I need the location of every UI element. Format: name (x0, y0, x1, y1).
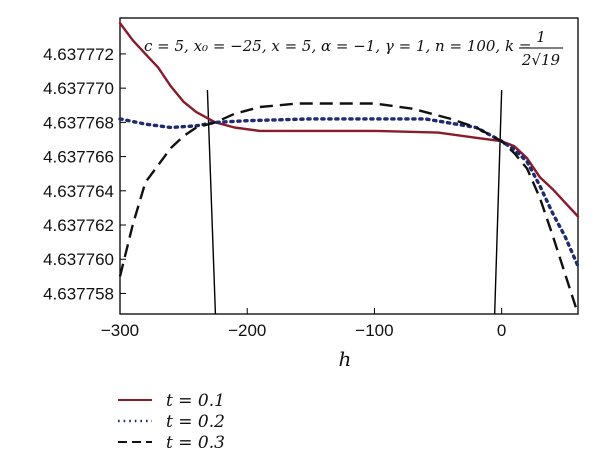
series-lines (118, 21, 580, 315)
y-tick-label: 4.637768 (43, 113, 114, 132)
x-axis: −300 −200 −100 0 (101, 308, 506, 340)
legend-label: t = 0.1 (166, 391, 225, 411)
annotation-fraction-denominator: 2√19 (521, 51, 561, 69)
annotation: c = 5, x₀ = −25, x = 5, α = −1, γ = 1, n… (144, 28, 563, 69)
legend-label: t = 0.3 (166, 433, 225, 453)
vertical-marker-line (493, 89, 503, 315)
y-tick-label: 4.637758 (43, 284, 114, 303)
x-tick-label: −300 (101, 321, 139, 340)
x-axis-label: h (339, 347, 352, 371)
y-tick-label: 4.637762 (43, 216, 114, 235)
x-tick-label: 0 (497, 321, 506, 340)
series-line (118, 117, 580, 268)
x-tick-label: −200 (228, 321, 266, 340)
plot-frame (119, 17, 579, 315)
y-axis: 4.637758 4.637760 4.637762 4.637764 4.637766… (43, 45, 126, 303)
series-line (118, 21, 580, 218)
vertical-marker-line (206, 89, 217, 315)
y-tick-label: 4.637770 (43, 79, 114, 98)
y-tick-label: 4.637766 (43, 148, 114, 167)
legend: t = 0.1t = 0.2t = 0.3 (118, 391, 225, 453)
vertical-markers (206, 89, 503, 315)
legend-label: t = 0.2 (166, 412, 225, 432)
x-tick-label: −100 (355, 321, 393, 340)
annotation-fraction-numerator: 1 (536, 28, 546, 46)
y-tick-label: 4.637760 (43, 250, 114, 269)
y-tick-label: 4.637772 (43, 45, 114, 64)
y-tick-label: 4.637764 (43, 182, 114, 201)
series-line (118, 102, 580, 315)
annotation-params: c = 5, x₀ = −25, x = 5, α = −1, γ = 1, n… (144, 37, 531, 55)
